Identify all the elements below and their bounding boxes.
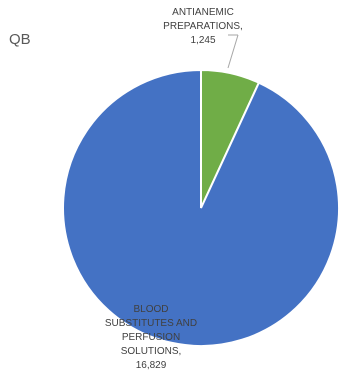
slice-label-line: SOLUTIONS, xyxy=(96,345,206,359)
slice-label-line: ANTIANEMIC xyxy=(150,6,256,20)
slice-label-line: PREPARATIONS, xyxy=(150,20,256,34)
slice-label-line: PERFUSION xyxy=(96,331,206,345)
slice-label-line: SUBSTITUTES AND xyxy=(96,317,206,331)
slice-label-line: BLOOD xyxy=(96,303,206,317)
slice-label-antianemic: ANTIANEMIC PREPARATIONS, 1,245 xyxy=(150,6,256,48)
slice-label-blood-substitutes: BLOOD SUBSTITUTES AND PERFUSION SOLUTIONS, 1… xyxy=(96,303,206,373)
slice-label-line: 16,829 xyxy=(96,359,206,373)
slice-label-line: 1,245 xyxy=(150,34,256,48)
